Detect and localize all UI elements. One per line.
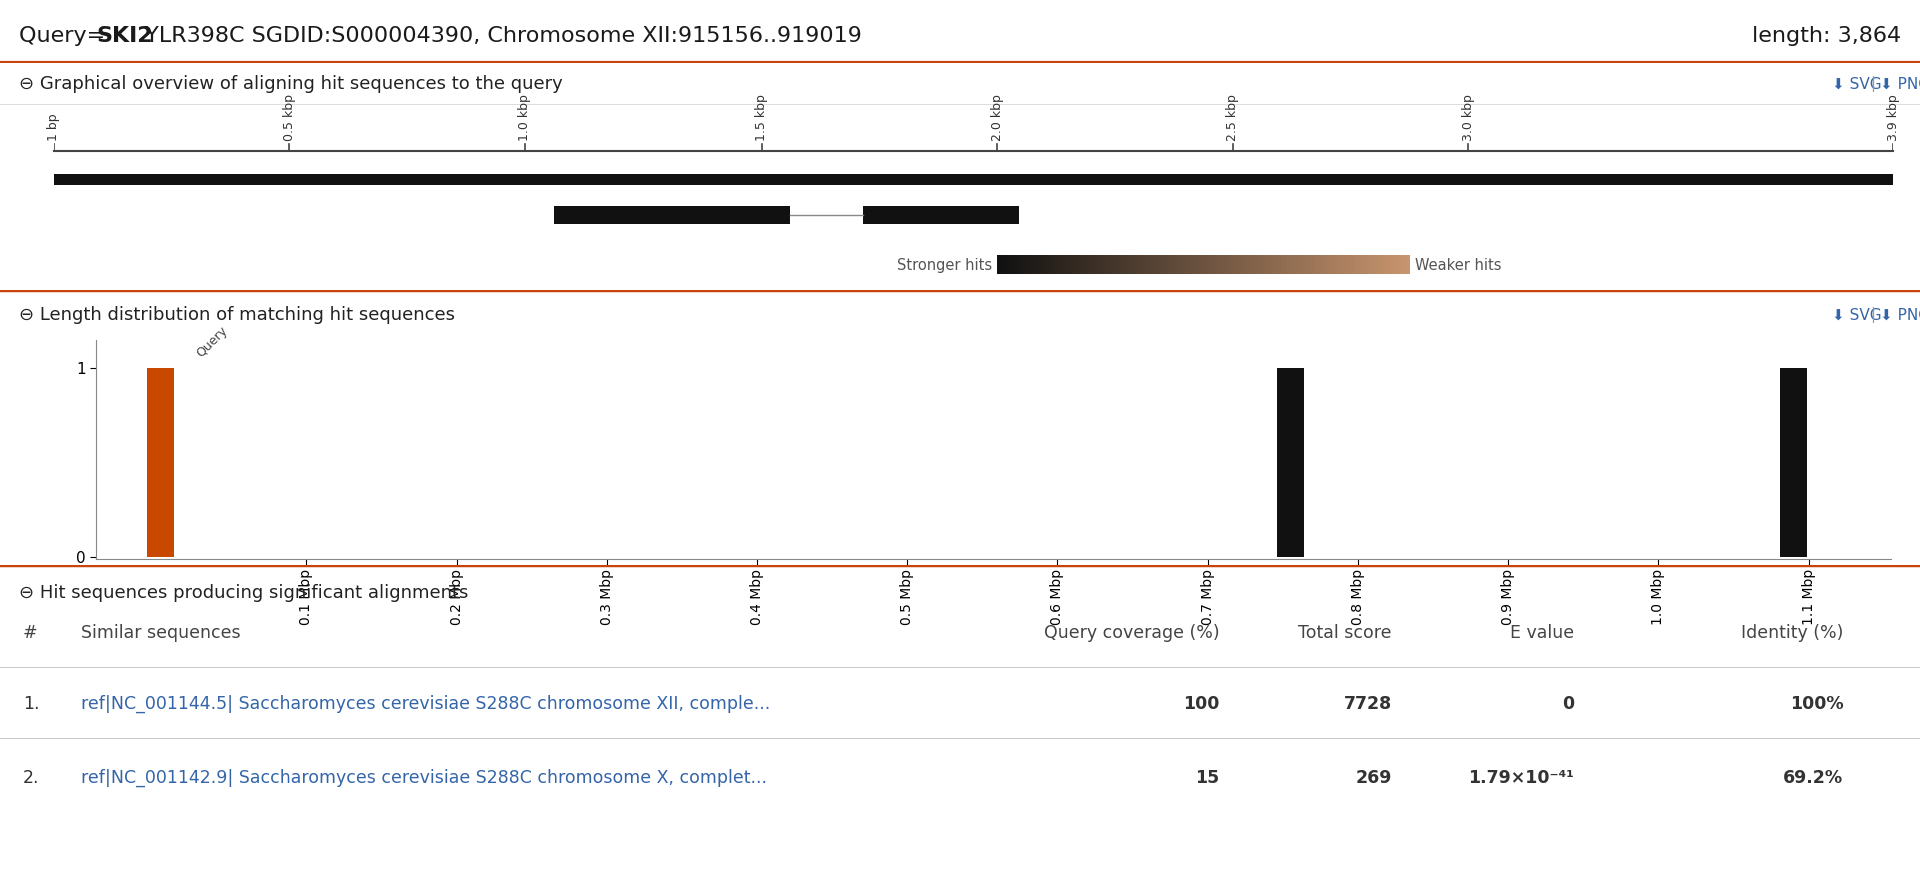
Text: 1.5 kbp: 1.5 kbp — [755, 94, 768, 140]
Text: Total score: Total score — [1298, 624, 1392, 642]
Text: |: | — [1870, 76, 1876, 92]
Text: 3.9 kbp: 3.9 kbp — [1887, 94, 1899, 140]
Text: 100%: 100% — [1789, 695, 1843, 713]
Text: ref|NC_001142.9| Saccharomyces cerevisiae S288C chromosome X, complet...: ref|NC_001142.9| Saccharomyces cerevisia… — [81, 769, 766, 787]
Text: Weaker hits: Weaker hits — [1415, 258, 1501, 273]
Text: 1.79×10⁻⁴¹: 1.79×10⁻⁴¹ — [1469, 769, 1574, 787]
Text: 2.0 kbp: 2.0 kbp — [991, 94, 1004, 140]
Text: Query: Query — [194, 325, 230, 360]
Text: 1 bp: 1 bp — [48, 113, 60, 140]
Text: #: # — [23, 624, 38, 642]
Bar — [148, 368, 175, 557]
Bar — [555, 206, 789, 224]
Text: Query coverage (%): Query coverage (%) — [1044, 624, 1219, 642]
Text: Identity (%): Identity (%) — [1741, 624, 1843, 642]
Text: ⬇ PNG: ⬇ PNG — [1880, 77, 1920, 92]
Text: 0: 0 — [1563, 695, 1574, 713]
Text: E value: E value — [1511, 624, 1574, 642]
Text: SKI2: SKI2 — [96, 26, 152, 46]
Text: YLR398C SGDID:S000004390, Chromosome XII:915156..919019: YLR398C SGDID:S000004390, Chromosome XII… — [138, 26, 862, 46]
Text: ref|NC_001144.5| Saccharomyces cerevisiae S288C chromosome XII, comple...: ref|NC_001144.5| Saccharomyces cerevisia… — [81, 695, 770, 713]
Bar — [864, 206, 1020, 224]
Text: 0.5 kbp: 0.5 kbp — [282, 94, 296, 140]
Text: ⬇ PNG: ⬇ PNG — [1880, 308, 1920, 323]
Text: Stronger hits: Stronger hits — [897, 258, 993, 273]
Text: 100: 100 — [1183, 695, 1219, 713]
Text: 15: 15 — [1194, 769, 1219, 787]
Text: 1.0 kbp: 1.0 kbp — [518, 94, 532, 140]
Text: ⊖ Graphical overview of aligning hit sequences to the query: ⊖ Graphical overview of aligning hit seq… — [19, 75, 563, 94]
Text: 69.2%: 69.2% — [1784, 769, 1843, 787]
Text: |: | — [1870, 308, 1876, 324]
Bar — [54, 173, 1893, 185]
Text: Similar sequences: Similar sequences — [81, 624, 240, 642]
Bar — [1277, 368, 1304, 557]
Text: ⊖ Length distribution of matching hit sequences: ⊖ Length distribution of matching hit se… — [19, 307, 455, 325]
Text: ⬇ SVG: ⬇ SVG — [1832, 77, 1882, 92]
Text: 269: 269 — [1356, 769, 1392, 787]
Text: ⊖ Hit sequences producing significant alignments: ⊖ Hit sequences producing significant al… — [19, 584, 468, 602]
Text: 3.0 kbp: 3.0 kbp — [1461, 94, 1475, 140]
Text: Query=: Query= — [19, 26, 113, 46]
Text: 2.: 2. — [23, 769, 40, 787]
Bar — [1780, 368, 1807, 557]
Text: ⬇ SVG: ⬇ SVG — [1832, 308, 1882, 323]
Text: length: 3,864: length: 3,864 — [1751, 26, 1901, 46]
Text: 2.5 kbp: 2.5 kbp — [1227, 94, 1238, 140]
Text: 1.: 1. — [23, 695, 40, 713]
Text: 7728: 7728 — [1344, 695, 1392, 713]
